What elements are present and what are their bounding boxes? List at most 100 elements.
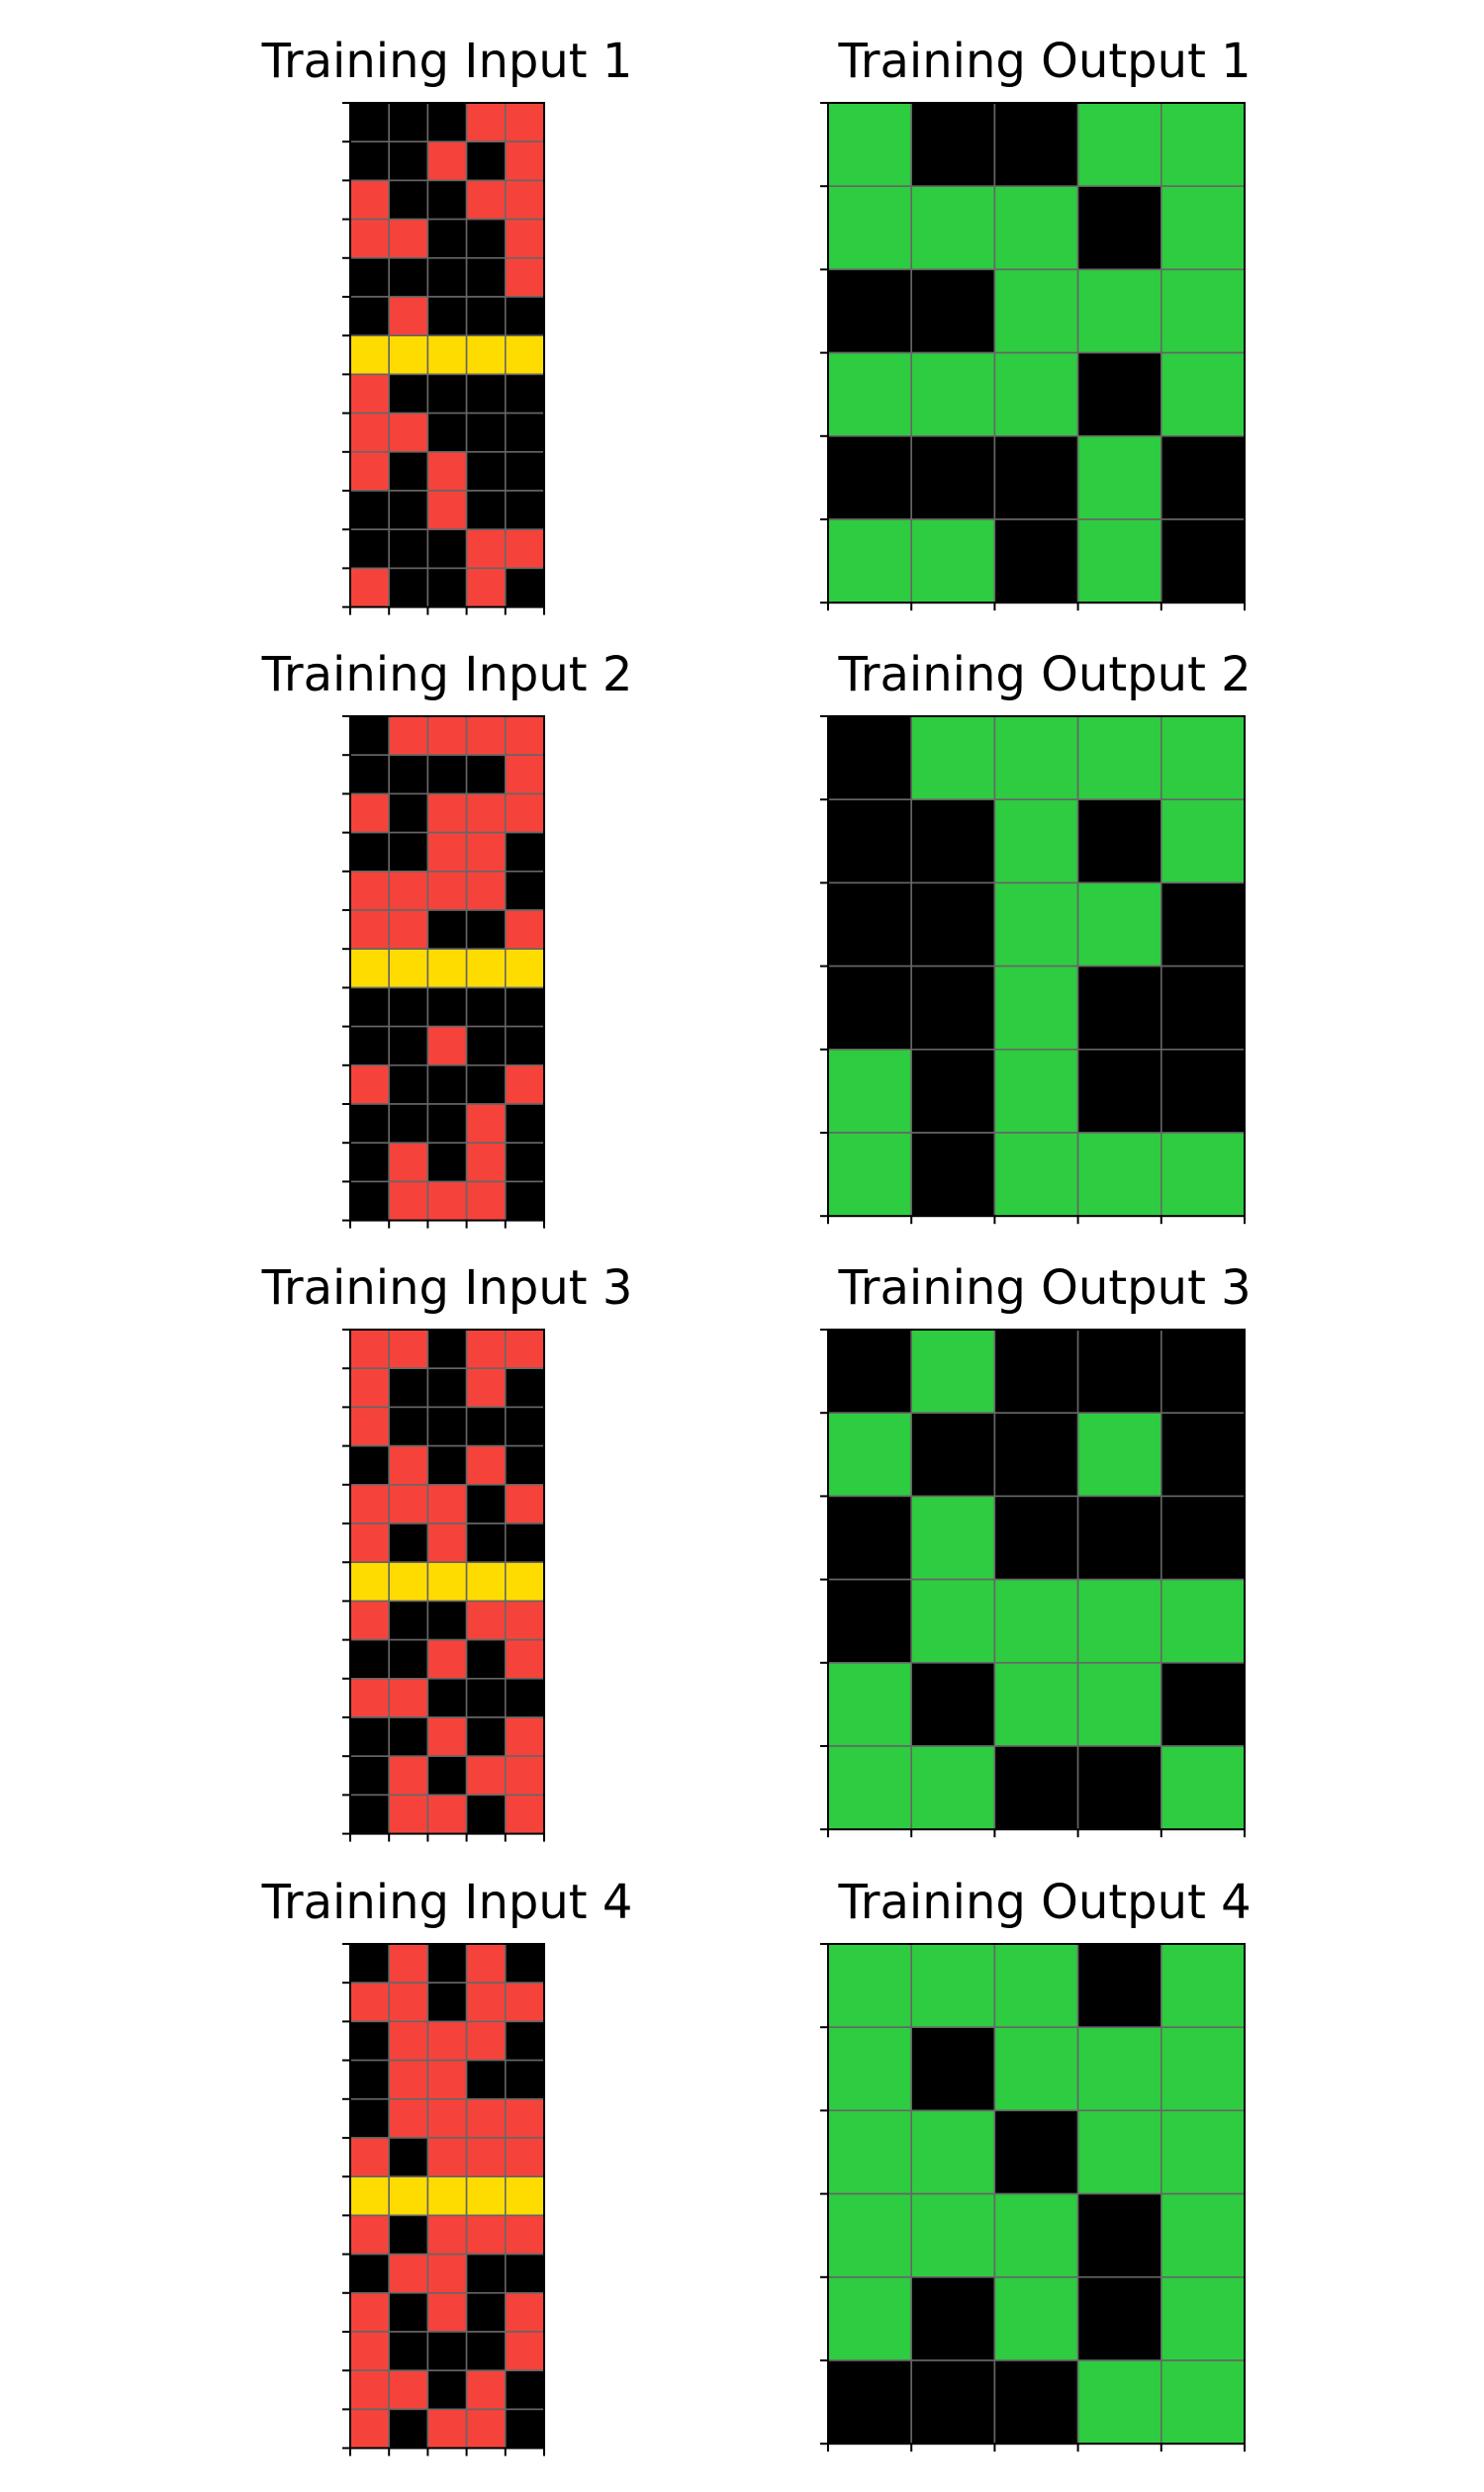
training-input-1-grid-cell: [426, 528, 468, 570]
training-output-4-grid-cell: [1076, 2109, 1162, 2195]
training-input-3-grid-cell: [505, 1484, 545, 1524]
training-output-3-grid-cell: [910, 1412, 996, 1498]
training-input-3-grid-cell: [505, 1600, 545, 1641]
training-output-4-grid-cell: [1076, 2275, 1162, 2361]
training-input-3-grid-cell: [465, 1329, 507, 1370]
training-input-3-grid-cell: [388, 1677, 429, 1718]
training-output-1-grid-cell: [993, 268, 1079, 354]
training-input-4-grid-cell: [505, 2408, 545, 2449]
training-input-4-grid-cell: [388, 2059, 429, 2100]
training-output-2-grid-cell: [1076, 1048, 1162, 1134]
training-input-3-grid-cell: [465, 1755, 507, 1797]
training-input-4-grid-cell: [465, 2369, 507, 2411]
training-input-1-grid-cell: [388, 567, 429, 608]
training-input-2-grid-cell: [465, 1142, 507, 1183]
training-input-4-grid-cell: [465, 2214, 507, 2256]
training-input-1-grid-cell: [426, 257, 468, 298]
training-output-3-grid-cell: [1159, 1495, 1246, 1581]
training-output-2-grid-cell: [1076, 881, 1162, 968]
training-output-1-grid-cell: [910, 268, 996, 354]
training-input-4-grid-cell: [505, 2291, 545, 2333]
training-input-2-grid-cell: [349, 831, 391, 873]
training-input-4-grid-cell: [426, 2059, 468, 2100]
training-input-3-grid-cell: [388, 1367, 429, 1409]
training-input-2-grid-cell: [465, 831, 507, 873]
training-input-3-grid-cell: [505, 1406, 545, 1447]
training-output-2-grid-cell: [827, 1132, 912, 1217]
training-output-1-grid-cell: [827, 434, 912, 520]
training-input-2-grid-cell: [349, 986, 391, 1028]
training-output-2-grid-cell: [827, 715, 912, 800]
training-input-2-grid-cell: [426, 871, 468, 911]
training-output-4-grid: [820, 1943, 1246, 2452]
training-input-4-grid-cell: [426, 2369, 468, 2411]
training-output-2-grid-cell: [993, 1132, 1079, 1217]
training-input-1-grid-cell: [505, 334, 545, 376]
training-output-4-grid-cell: [827, 2109, 912, 2195]
training-input-2-grid-cell: [388, 792, 429, 834]
training-input-3-grid-cell: [505, 1444, 545, 1486]
training-input-4-grid-cell: [349, 1982, 391, 2023]
training-output-1-grid-cell: [827, 102, 912, 187]
training-output-3-grid-cell: [827, 1329, 912, 1414]
training-input-4-grid-cell: [349, 2408, 391, 2449]
training-input-2-grid-cell: [465, 1063, 507, 1105]
training-output-2-grid-cell: [1159, 798, 1246, 884]
training-input-3-grid-cell: [465, 1406, 507, 1447]
training-output-3-grid-cell: [1076, 1661, 1162, 1747]
training-input-1-grid-cell: [465, 412, 507, 453]
training-input-3-grid-cell: [426, 1755, 468, 1797]
training-input-1-grid-cell: [349, 179, 391, 221]
training-output-2-grid-cell: [993, 965, 1079, 1051]
training-input-1-grid-cell: [388, 296, 429, 337]
training-input-1-grid-cell: [388, 490, 429, 531]
training-input-3-grid-cell: [388, 1755, 429, 1797]
training-input-3-grid-cell: [349, 1484, 391, 1524]
training-output-3-grid-cell: [827, 1661, 912, 1747]
training-input-1-grid-cell: [465, 567, 507, 608]
training-input-2-grid-cell: [349, 909, 391, 951]
training-input-3-grid-cell: [388, 1406, 429, 1447]
training-input-2-grid-cell: [426, 1103, 468, 1145]
training-input-2-grid-frame: [349, 715, 545, 1222]
training-input-4-grid-cell: [505, 2331, 545, 2372]
training-input-1-grid-cell: [505, 296, 545, 337]
training-input-3-grid-cell: [426, 1523, 468, 1564]
training-output-4-grid-cell: [910, 2192, 996, 2278]
training-input-3-grid-cell: [349, 1600, 391, 1641]
training-input-1-grid-cell: [426, 140, 468, 182]
training-output-4-grid-cell: [1159, 1943, 1246, 2028]
training-output-2-grid-cell: [910, 1048, 996, 1134]
training-input-3-grid-cell: [388, 1329, 429, 1370]
training-input-3-grid-cell: [388, 1561, 429, 1603]
training-output-3-grid-cell: [1076, 1495, 1162, 1581]
training-output-3-grid-cell: [993, 1412, 1079, 1498]
training-input-2-grid-cell: [388, 1063, 429, 1105]
training-input-4-grid-cell: [388, 2331, 429, 2372]
training-input-2-grid-cell: [349, 1103, 391, 1145]
training-output-4-grid-cell: [993, 2275, 1079, 2361]
training-input-2-grid-cell: [505, 754, 545, 795]
training-input-1-grid-cell: [349, 450, 391, 492]
training-input-2-grid-cell: [505, 986, 545, 1028]
training-input-1-grid-cell: [465, 218, 507, 259]
training-input-2-grid-cell: [505, 1180, 545, 1222]
training-input-4-grid-cell: [349, 2253, 391, 2294]
training-input-1-grid-cell: [388, 140, 429, 182]
training-output-2-title: Training Output 2: [838, 647, 1252, 702]
training-output-4-grid-cell: [1076, 2026, 1162, 2112]
training-input-2-grid-cell: [426, 831, 468, 873]
training-input-4-grid-cell: [505, 2020, 545, 2062]
training-input-2-grid-cell: [426, 1063, 468, 1105]
training-input-3-grid-cell: [465, 1367, 507, 1409]
training-input-4-grid-cell: [388, 2253, 429, 2294]
training-input-3-grid-cell: [349, 1367, 391, 1409]
training-input-1-grid-cell: [426, 296, 468, 337]
training-output-1-grid-cell: [1159, 268, 1246, 354]
training-input-3-grid-cell: [349, 1523, 391, 1564]
training-output-3-grid-cell: [1076, 1412, 1162, 1498]
training-output-1-grid-cell: [910, 434, 996, 520]
training-input-4-grid-cell: [388, 2291, 429, 2333]
training-output-2-grid-cell: [1076, 965, 1162, 1051]
training-output-4-grid-cell: [1076, 2192, 1162, 2278]
